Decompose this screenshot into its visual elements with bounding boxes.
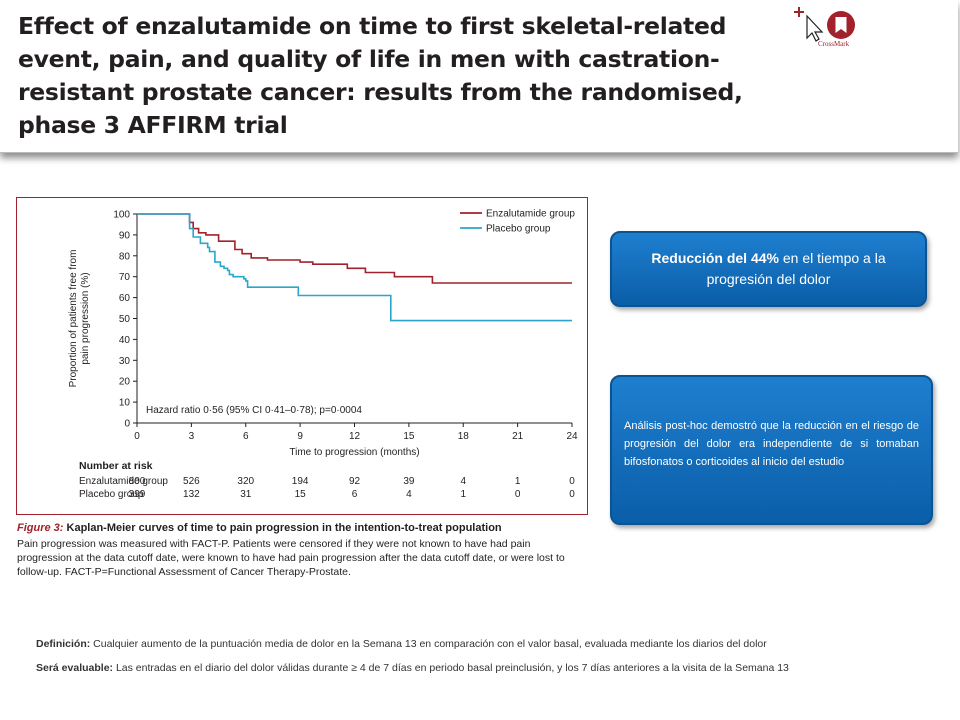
figure-caption-title: Figure 3: Kaplan-Meier curves of time to… [17,522,502,534]
y-tick-label: 60 [119,293,131,304]
x-tick-label: 9 [297,431,303,442]
risk-count: 1 [514,476,521,487]
risk-count: 399 [128,489,146,500]
y-tick-label: 40 [119,335,131,346]
definition-footnote: Definición: Cualquier aumento de la punt… [36,638,767,650]
kaplan-meier-chart: 0 10 20 30 40 50 60 70 80 90 100 0 3 6 9 12 15 18 21 24 Time… [68,209,578,459]
risk-count: 194 [291,476,309,487]
risk-count: 320 [237,476,255,487]
risk-count: 4 [406,489,412,500]
callout-strong-text: Reducción del 44% [651,250,779,266]
risk-count: 31 [240,489,252,500]
risk-count: 526 [183,476,200,487]
pain-reduction-callout: Reducción del 44% en el tiempo a la prog… [610,231,927,307]
km-curve-enzalutamide [137,213,572,284]
x-tick-label: 0 [134,431,140,442]
evaluable-text: Las entradas en el diario del dolor váli… [113,662,789,674]
risk-count: 0 [514,489,521,500]
y-axis-label: Proportion of patients free frompain pro… [68,250,91,388]
definition-label: Definición: [36,638,91,650]
y-tick-label: 100 [113,210,130,221]
risk-count: 6 [351,489,358,500]
legend-label: Enzalutamide group [486,209,575,220]
page-title: Effect of enzalutamide on time to first … [18,12,743,139]
figure-caption-label: Figure 3: [17,522,64,534]
callout-text: en el tiempo a la progresión del dolor [706,250,886,287]
hazard-ratio-annotation: Hazard ratio 0·56 (95% CI 0·41–0·78); p=… [146,405,362,416]
risk-count: 39 [403,476,415,487]
x-tick-label: 3 [189,431,195,442]
y-tick-label: 50 [119,314,131,325]
x-tick-label: 24 [566,431,578,442]
x-tick-label: 21 [512,431,524,442]
definition-text: Cualquier aumento de la puntuación media… [90,638,767,650]
x-tick-label: 15 [403,431,415,442]
risk-row-label: Placebo group [79,489,144,500]
risk-count: 1 [460,489,467,500]
y-tick-label: 0 [124,419,130,430]
km-curve-placebo [137,213,572,322]
evaluable-label: Será evaluable: [36,662,114,674]
y-tick-label: 70 [119,272,131,283]
risk-count: 15 [294,489,306,500]
y-tick-label: 90 [119,230,131,241]
post-hoc-callout: Análisis post-hoc demostró que la reducc… [610,375,933,525]
risk-count: 92 [348,476,361,487]
y-tick-label: 10 [119,398,131,409]
risk-count: 0 [569,489,575,500]
y-tick-label: 80 [119,251,131,262]
x-tick-label: 12 [349,431,361,442]
risk-row-label: Enzalutamide group [79,476,168,487]
crossmark-icon[interactable] [790,4,870,54]
figure-frame [16,197,588,515]
risk-count: 800 [128,476,146,487]
y-tick-label: 30 [119,356,131,367]
y-tick-label: 20 [119,377,131,388]
risk-count: 0 [569,476,575,487]
x-tick-label: 6 [243,431,249,442]
figure-caption-body: Pain progression was measured with FACT-… [17,538,565,578]
figure-caption-text: Kaplan-Meier curves of time to pain prog… [63,522,502,534]
title-banner: Effect of enzalutamide on time to first … [0,0,958,153]
crossmark-label: CrossMark [818,40,850,48]
legend-label: Placebo group [486,224,551,235]
risk-table-title: Number at risk [79,460,153,472]
x-axis-label: Time to progression (months) [289,447,419,458]
risk-count: 4 [460,476,467,487]
risk-count: 132 [183,489,200,500]
evaluable-footnote: Será evaluable: Las entradas en el diari… [36,662,789,674]
x-tick-label: 18 [458,431,470,442]
